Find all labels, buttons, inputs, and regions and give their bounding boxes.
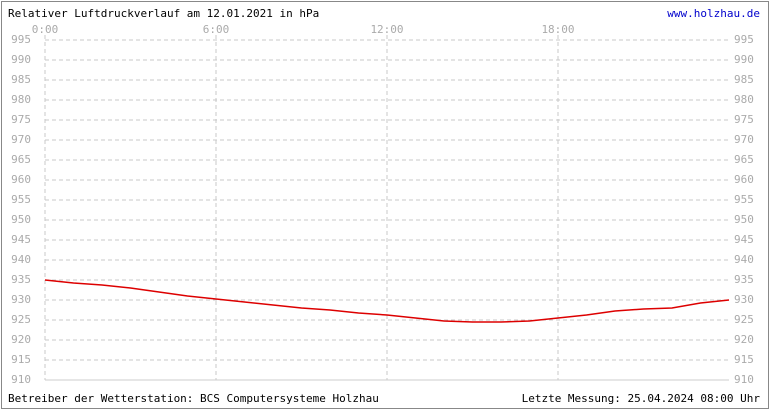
y-tick-label-right: 915	[734, 353, 754, 366]
source-link[interactable]: www.holzhau.de	[667, 7, 760, 20]
x-tick-label: 6:00	[203, 23, 230, 36]
footer-right: Letzte Messung: 25.04.2024 08:00 Uhr	[522, 392, 761, 405]
y-tick-label-right: 990	[734, 53, 754, 66]
y-tick-label-right: 945	[734, 233, 754, 246]
y-tick-label-right: 940	[734, 253, 754, 266]
y-tick-label: 985	[11, 73, 31, 86]
y-tick-label: 910	[11, 373, 31, 386]
y-tick-label: 945	[11, 233, 31, 246]
y-tick-label: 915	[11, 353, 31, 366]
y-tick-label-right: 960	[734, 173, 754, 186]
y-tick-label-right: 910	[734, 373, 754, 386]
footer-left: Betreiber der Wetterstation: BCS Compute…	[8, 392, 379, 405]
y-tick-label: 950	[11, 213, 31, 226]
y-tick-label: 925	[11, 313, 31, 326]
y-tick-label: 970	[11, 133, 31, 146]
y-tick-label: 955	[11, 193, 31, 206]
y-tick-label-right: 955	[734, 193, 754, 206]
data-line	[44, 279, 730, 323]
y-tick-label-right: 975	[734, 113, 754, 126]
y-tick-label: 920	[11, 333, 31, 346]
y-tick-label-right: 925	[734, 313, 754, 326]
y-tick-label: 990	[11, 53, 31, 66]
x-tick-label: 18:00	[541, 23, 574, 36]
y-tick-label-right: 985	[734, 73, 754, 86]
y-tick-label-right: 935	[734, 273, 754, 286]
x-tick-label: 12:00	[370, 23, 403, 36]
y-tick-label: 980	[11, 93, 31, 106]
y-tick-label-right: 970	[734, 133, 754, 146]
y-tick-label-right: 950	[734, 213, 754, 226]
y-tick-label: 995	[11, 33, 31, 46]
y-tick-label: 975	[11, 113, 31, 126]
y-tick-label: 965	[11, 153, 31, 166]
y-tick-label: 930	[11, 293, 31, 306]
y-tick-label-right: 965	[734, 153, 754, 166]
y-tick-label-right: 995	[734, 33, 754, 46]
y-tick-label-right: 920	[734, 333, 754, 346]
x-tick-label: 0:00	[32, 23, 59, 36]
y-tick-label: 935	[11, 273, 31, 286]
y-tick-label-right: 930	[734, 293, 754, 306]
y-tick-label-right: 980	[734, 93, 754, 106]
y-tick-label: 960	[11, 173, 31, 186]
chart-title: Relativer Luftdruckverlauf am 12.01.2021…	[8, 7, 319, 20]
y-tick-label: 940	[11, 253, 31, 266]
